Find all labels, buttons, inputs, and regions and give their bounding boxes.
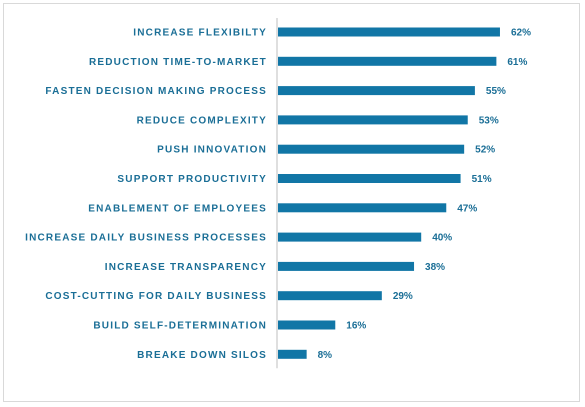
category-label: COST-CUTTING FOR DAILY BUSINESS xyxy=(45,291,267,302)
bar xyxy=(278,86,475,96)
bar xyxy=(278,115,468,125)
bar xyxy=(278,232,422,242)
category-label: PUSH INNOVATION xyxy=(157,145,267,156)
data-label: 16% xyxy=(346,321,366,332)
category-label: ENABLEMENT OF EMPLOYEES xyxy=(88,203,267,214)
category-label: REDUCTION TIME-TO-MARKET xyxy=(89,57,267,68)
category-label: INCREASE TRANSPARENCY xyxy=(105,262,267,273)
data-label: 51% xyxy=(472,174,492,185)
category-label: BUILD SELF-DETERMINATION xyxy=(93,321,267,332)
data-label: 52% xyxy=(475,145,495,156)
category-label: SUPPORT PRODUCTIVITY xyxy=(117,174,267,185)
data-label: 47% xyxy=(457,203,477,214)
bar xyxy=(278,27,500,37)
bar xyxy=(278,261,415,271)
category-label: FASTEN DECISION MAKING PROCESS xyxy=(45,86,267,97)
data-label: 53% xyxy=(479,115,499,126)
data-label: 55% xyxy=(486,86,506,97)
category-label: BREAKE DOWN SILOS xyxy=(137,350,267,361)
bar xyxy=(278,320,336,330)
data-label: 61% xyxy=(507,57,527,68)
bar xyxy=(278,56,497,66)
bar xyxy=(278,174,461,183)
data-label: 38% xyxy=(425,262,445,273)
bar xyxy=(278,291,382,301)
bar xyxy=(278,203,447,213)
category-label: INCREASE FLEXIBILTY xyxy=(133,28,267,39)
category-label: REDUCE COMPLEXITY xyxy=(137,115,267,126)
chart-frame xyxy=(3,3,580,402)
data-label: 62% xyxy=(511,28,531,39)
data-label: 40% xyxy=(432,233,452,244)
data-label: 29% xyxy=(393,291,413,302)
bar xyxy=(278,144,465,154)
bar xyxy=(278,349,307,359)
data-label: 8% xyxy=(318,350,333,361)
category-label: INCREASE DAILY BUSINESS PROCESSES xyxy=(25,233,267,244)
